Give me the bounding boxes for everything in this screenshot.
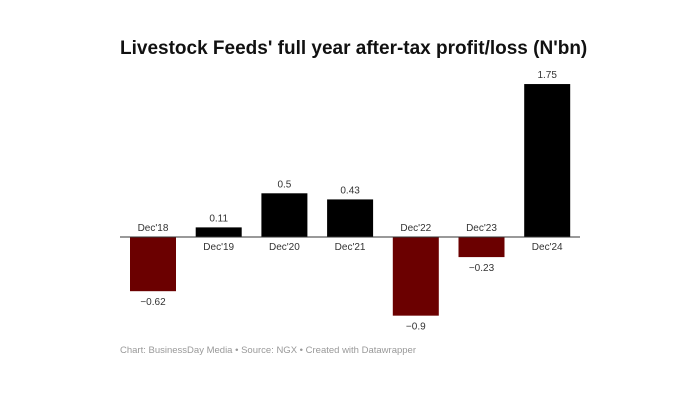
category-label: Dec'24 (532, 242, 563, 253)
value-label: −0.62 (140, 297, 166, 308)
bar (458, 237, 505, 258)
category-label: Dec'20 (269, 242, 300, 253)
value-label: 1.75 (537, 70, 557, 81)
bar (195, 227, 242, 237)
chart-title: Livestock Feeds' full year after-tax pro… (120, 38, 588, 59)
value-label: 0.43 (340, 185, 360, 196)
bar (327, 199, 374, 237)
value-label: −0.9 (406, 322, 426, 333)
category-label: Dec'23 (466, 223, 497, 234)
bar (524, 84, 571, 237)
value-label: 0.11 (209, 213, 228, 224)
category-label: Dec'21 (335, 242, 366, 253)
bar (261, 193, 308, 237)
category-label: Dec'18 (138, 223, 169, 234)
category-label: Dec'19 (203, 242, 234, 253)
value-label: 0.5 (277, 179, 291, 190)
chart-footer: Chart: BusinessDay Media • Source: NGX •… (120, 345, 416, 356)
bar (392, 237, 439, 316)
value-label: −0.23 (469, 263, 495, 274)
category-label: Dec'22 (400, 223, 431, 234)
bar (130, 237, 176, 292)
